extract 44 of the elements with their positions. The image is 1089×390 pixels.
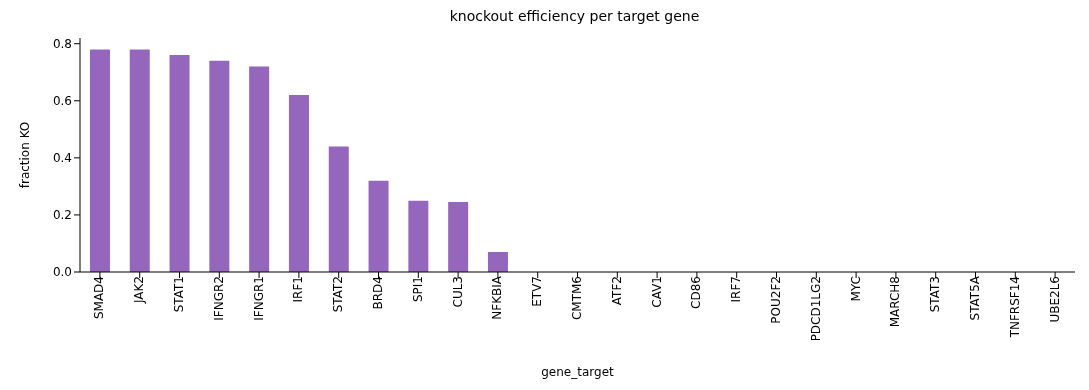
x-tick-label: IRF1: [291, 276, 306, 303]
y-tick-label: 0.4: [52, 151, 72, 166]
x-tick-label: STAT2: [331, 276, 346, 313]
x-tick-label: MYC: [848, 276, 863, 302]
bar: [368, 180, 389, 272]
bar: [169, 55, 190, 272]
x-tick-label: STAT3: [928, 276, 943, 313]
x-tick-label: JAK2: [132, 276, 147, 305]
x-tick-label: CAV1: [649, 276, 664, 308]
y-axis-title: fraction KO: [18, 121, 33, 189]
bar: [408, 200, 429, 272]
x-tick-label: TNFRSF14: [1007, 276, 1022, 339]
bar: [487, 252, 508, 272]
x-tick-label: CMTM6: [570, 276, 585, 321]
x-tick-label: STAT5A: [968, 275, 983, 321]
bar: [288, 95, 309, 272]
x-tick-label: POU2F2: [769, 276, 784, 324]
x-tick-label: ETV7: [530, 276, 545, 307]
bar: [448, 202, 469, 272]
x-tick-label: IRF7: [729, 276, 744, 303]
y-tick-label: 0.2: [52, 208, 72, 223]
bar: [328, 146, 349, 272]
x-tick-label: STAT1: [172, 276, 187, 313]
x-tick-label: CUL3: [450, 276, 465, 308]
y-tick-label: 0.8: [52, 36, 72, 51]
x-tick-label: IFNGR2: [211, 276, 226, 321]
bar: [249, 66, 270, 272]
x-tick-label: UBE2L6: [1047, 276, 1062, 323]
x-tick-label: IFNGR1: [251, 276, 266, 321]
chart-title: knockout efficiency per target gene: [448, 8, 701, 26]
bar: [89, 49, 110, 272]
x-axis-title: gene_target: [541, 365, 615, 379]
x-tick-label: CD86: [689, 276, 704, 309]
x-tick-label: PDCD1LG2: [808, 276, 823, 342]
bar: [209, 60, 230, 272]
x-tick-label: SPI1: [410, 276, 425, 303]
x-tick-label: BRD4: [371, 276, 386, 310]
x-tick-label: MARCH8: [888, 276, 903, 328]
x-tick-label: ATF2: [609, 276, 624, 306]
x-tick-label: SMAD4: [92, 276, 107, 320]
y-tick-label: 0.0: [52, 265, 72, 280]
x-tick-label: NFKBIA: [490, 275, 505, 320]
y-tick-label: 0.6: [52, 94, 72, 109]
bar: [129, 49, 150, 272]
